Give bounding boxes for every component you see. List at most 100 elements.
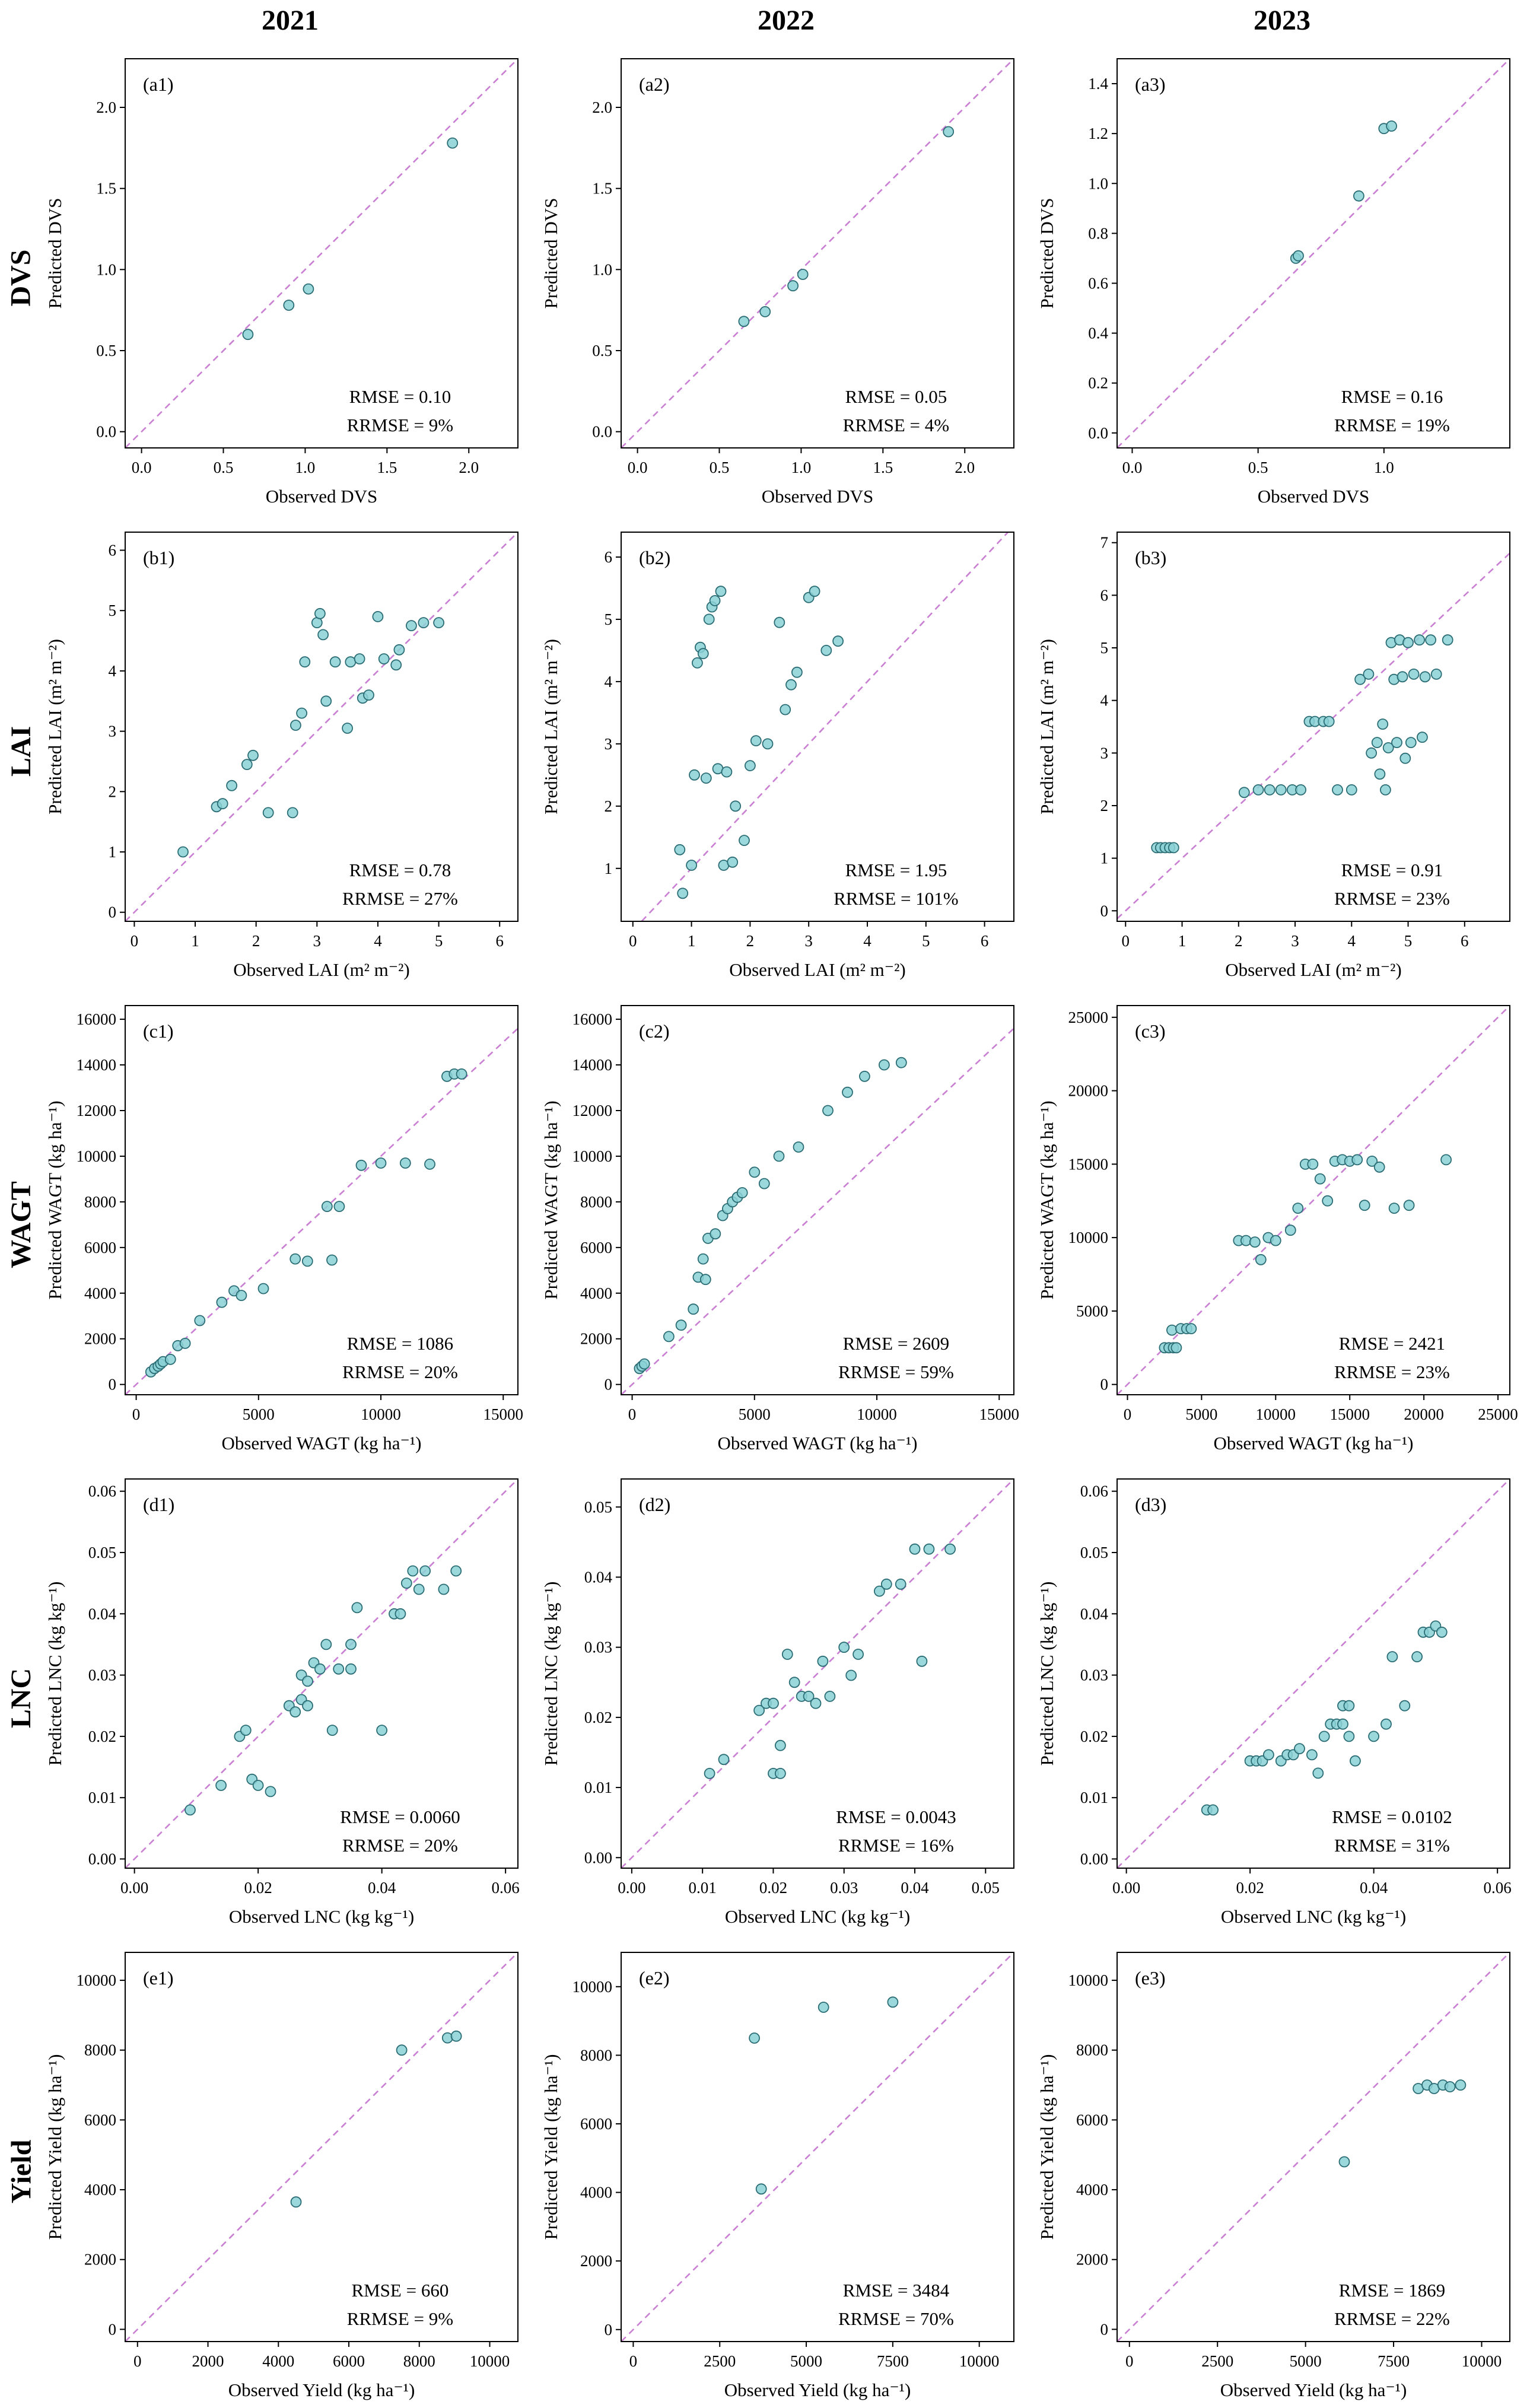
y-tick-label: 0.02: [584, 1709, 612, 1726]
x-axis-label: Observed Yield (kg ha⁻¹): [228, 2380, 415, 2400]
data-point: [755, 2183, 767, 2195]
x-tick-label: 0.02: [759, 1879, 787, 1897]
chart-e1: 0 2000 4000 6000 8000 10000 0 2000 4000 6000 8000 1…: [42, 1935, 538, 2408]
data-point: [1444, 2081, 1456, 2092]
data-point: [433, 617, 444, 629]
data-point: [1366, 747, 1377, 759]
data-point: [1185, 1323, 1197, 1334]
data-point: [1351, 1154, 1363, 1166]
data-point: [736, 1187, 748, 1198]
x-tick-label: 5000: [1290, 2352, 1322, 2370]
x-tick-label: 2500: [704, 2352, 736, 2370]
x-tick-label: 0.00: [1112, 1879, 1140, 1897]
ticks: 0.0 0.5 1.0 1.5 2.0 0.0 0.5 1.0 1.5 2.0: [592, 98, 975, 476]
corner-spacer: [0, 0, 42, 41]
data-point: [762, 738, 774, 750]
data-point: [296, 707, 308, 719]
y-tick-label: 1.2: [1088, 125, 1108, 142]
data-point: [845, 1669, 857, 1681]
rmse-label: RMSE = 0.0102: [1332, 1806, 1452, 1827]
data-point: [859, 1070, 870, 1082]
y-tick-label: 0.04: [1080, 1605, 1109, 1623]
scatter-points: [749, 1996, 899, 2195]
data-point: [638, 1358, 650, 1370]
x-tick-label: 2: [746, 932, 755, 950]
x-tick-label: 0.0: [628, 459, 648, 476]
data-point: [803, 1690, 815, 1702]
data-point: [1168, 842, 1179, 854]
x-tick-label: 4: [1348, 932, 1356, 950]
data-point: [1262, 1749, 1274, 1761]
y-tick-label: 0.01: [88, 1789, 116, 1806]
x-tick-label: 8000: [403, 2352, 435, 2370]
y-tick-label: 4000: [1076, 2181, 1108, 2199]
data-point: [1252, 784, 1264, 796]
data-point: [727, 856, 739, 868]
data-point: [710, 1228, 721, 1240]
axes-frame: [1117, 58, 1510, 448]
data-point: [1238, 787, 1250, 799]
x-tick-label: 0: [132, 1405, 141, 1423]
y-tick-label: 4: [109, 662, 117, 680]
data-point: [759, 306, 771, 317]
data-point: [704, 1768, 715, 1779]
data-point: [753, 1704, 765, 1716]
rmse-label: RMSE = 1.95: [845, 860, 947, 880]
data-point: [1264, 784, 1275, 796]
rrmse-label: RRMSE = 16%: [838, 1835, 954, 1856]
data-point: [709, 595, 721, 606]
x-tick-label: 1: [1178, 932, 1187, 950]
y-tick-label: 2000: [84, 2251, 116, 2269]
y-tick-label: 0.0: [592, 423, 612, 441]
x-tick-label: 0: [1125, 2352, 1134, 2370]
data-point: [842, 1086, 853, 1098]
data-point: [1399, 752, 1411, 764]
panel-label: (b2): [639, 547, 670, 568]
data-point: [1397, 671, 1408, 683]
y-tick-label: 1.0: [592, 260, 612, 278]
data-point: [1270, 1235, 1281, 1246]
data-point: [185, 1804, 196, 1816]
data-point: [215, 1780, 227, 1791]
chart-a2: 0.0 0.5 1.0 1.5 2.0 0.0 0.5 1.0 1.5 2.0 Observed D…: [538, 41, 1034, 514]
ticks: 0 2000 4000 6000 8000 10000 0 2000 4000 6000 8000 1…: [77, 1971, 510, 2370]
y-tick-label: 12000: [572, 1102, 613, 1119]
data-point: [677, 888, 689, 899]
y-tick-label: 25000: [1068, 1009, 1109, 1026]
x-tick-label: 10000: [1256, 1405, 1296, 1423]
chart-d2: 0.00 0.01 0.02 0.03 0.04 0.05 0.00 0.01 0.02 0.03…: [538, 1461, 1034, 1935]
data-point: [1275, 784, 1287, 796]
y-tick-label: 0.05: [1080, 1544, 1108, 1561]
y-tick-label: 20000: [1068, 1082, 1109, 1100]
x-tick-label: 1: [191, 932, 199, 950]
x-tick-label: 0.02: [1236, 1879, 1264, 1897]
y-tick-label: 0.0: [1088, 424, 1108, 442]
y-tick-label: 6000: [580, 2115, 612, 2133]
axes-frame: [1117, 1952, 1510, 2342]
data-point: [788, 1677, 800, 1688]
data-point: [1411, 1651, 1423, 1663]
data-point: [780, 704, 791, 715]
data-point: [290, 2196, 302, 2208]
x-tick-label: 4: [374, 932, 382, 950]
data-point: [1414, 634, 1425, 646]
chart-d3: 0.00 0.02 0.04 0.06 0.00 0.01 0.02 0.03 0.04 0.05…: [1034, 1461, 1530, 1935]
panel-label: (e3): [1135, 1967, 1166, 1989]
data-point: [838, 1642, 850, 1653]
x-axis-label: Observed LNC (kg kg⁻¹): [1221, 1906, 1406, 1927]
data-point: [1417, 731, 1428, 743]
data-point: [1322, 1195, 1334, 1207]
data-point: [768, 1697, 779, 1709]
axes-frame: [621, 58, 1014, 448]
data-point: [302, 1700, 313, 1712]
rmse-label: RMSE = 0.78: [349, 860, 451, 880]
scatter-points: [290, 2030, 462, 2208]
data-point: [1377, 718, 1389, 730]
y-tick-label: 0.5: [592, 342, 612, 360]
y-tick-label: 0.04: [584, 1568, 613, 1586]
data-point: [818, 2002, 829, 2013]
data-point: [333, 1663, 345, 1675]
ticks: 0 5000 10000 15000 0 2000 4000 6000 8000 10000 120…: [77, 1010, 524, 1423]
data-point: [810, 1697, 822, 1709]
x-tick-label: 1.0: [1374, 459, 1394, 476]
